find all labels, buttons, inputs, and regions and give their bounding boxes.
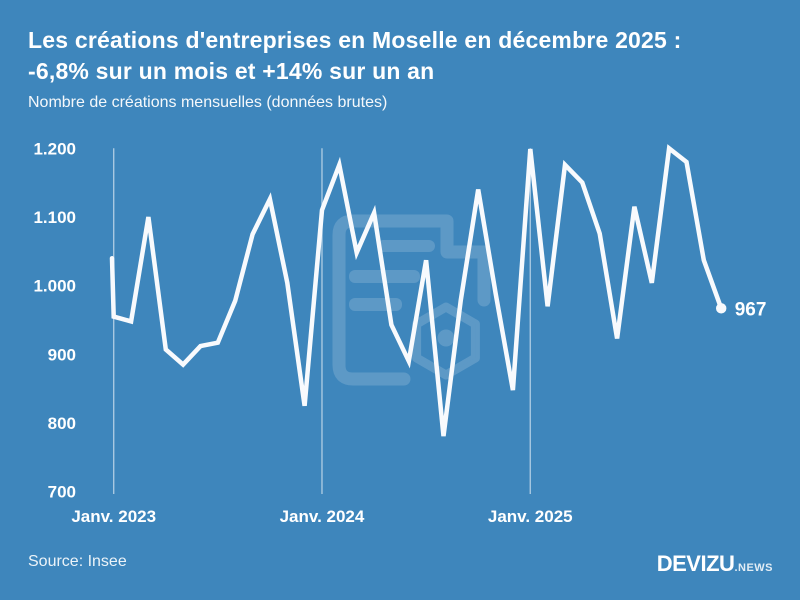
y-axis-tick-label: 1.000 [33, 277, 76, 296]
watermark-text-bar [349, 298, 402, 311]
watermark-document-outline [332, 214, 491, 386]
x-axis-tick-label: Janv. 2025 [488, 507, 573, 526]
y-axis-tick-label: 1.100 [33, 208, 76, 227]
source-caption: Source: Insee [28, 553, 127, 570]
brand-suffix: .NEWS [734, 562, 773, 574]
y-axis-tick-label: 800 [48, 414, 76, 433]
chart-subtitle: Nombre de créations mensuelles (données … [28, 94, 388, 111]
x-axis-tick-label: Janv. 2023 [71, 507, 156, 526]
brand-logo: DEVIZU.NEWS [657, 551, 773, 577]
y-axis-tick-label: 900 [48, 345, 76, 364]
y-axis-tick-label: 1.200 [33, 139, 76, 158]
watermark-text-bar [377, 240, 435, 252]
last-value-label: 967 [735, 299, 767, 320]
header: Les créations d'entreprises en Moselle e… [28, 25, 772, 112]
title-line-2: -6,8% sur un mois et +14% sur un an [28, 58, 435, 84]
page-title: Les créations d'entreprises en Moselle e… [28, 25, 772, 87]
watermark-hexagon-hole [437, 329, 455, 347]
data-line [109, 144, 724, 437]
last-point-dot [715, 303, 727, 314]
brand-name: DEVIZU [656, 551, 735, 576]
title-line-1: Les créations d'entreprises en Moselle e… [28, 27, 682, 53]
x-axis-tick-label: Janv. 2024 [280, 507, 365, 526]
y-axis-tick-label: 700 [48, 483, 76, 502]
